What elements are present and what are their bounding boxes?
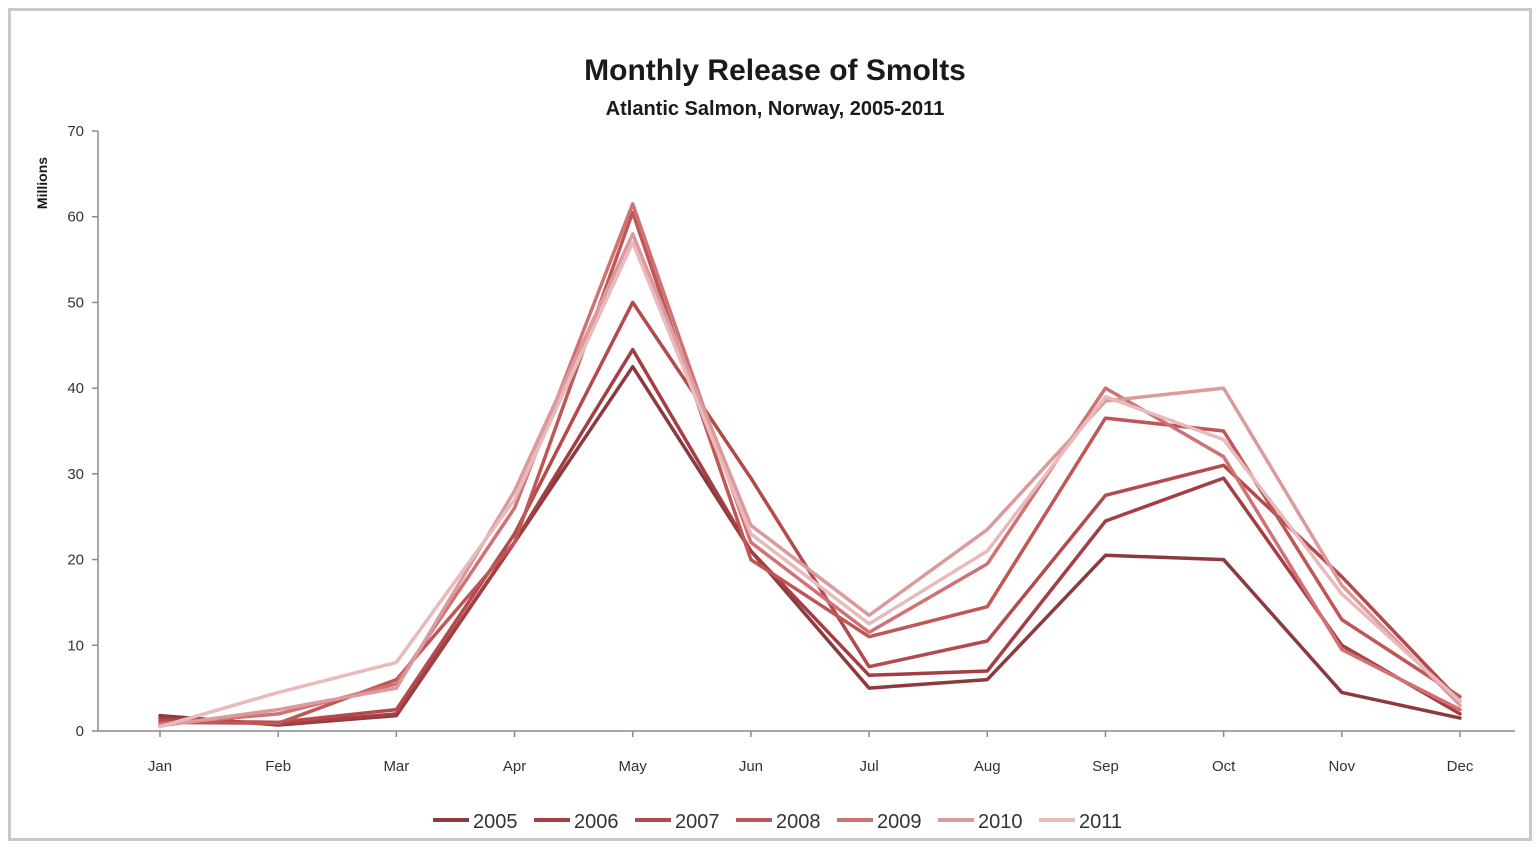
legend-label-2010: 2010 [978, 811, 1023, 833]
y-tick-label: 20 [67, 552, 84, 569]
x-tick-label: Nov [1328, 758, 1355, 775]
series-line-2010 [158, 232, 1462, 728]
chart-subtitle: Atlantic Salmon, Norway, 2005-2011 [606, 98, 945, 120]
x-tick-label: Jan [148, 758, 172, 775]
legend-label-2008: 2008 [776, 811, 821, 833]
series-line-2009 [158, 202, 1462, 726]
legend-label-2005: 2005 [473, 811, 518, 833]
y-tick-label: 10 [67, 637, 84, 654]
legend: 2005 2006 2007 2008 2009 2010 2011 [433, 811, 1122, 833]
x-tick-label: Jul [859, 758, 878, 775]
chart-title: Monthly Release of Smolts [584, 54, 966, 87]
y-tick-label: 30 [67, 466, 84, 483]
y-tick-label: 40 [67, 380, 84, 397]
series-lines [158, 202, 1462, 729]
x-tick-label: Dec [1447, 758, 1474, 775]
x-tick-label: Mar [383, 758, 409, 775]
series-line-2006 [158, 347, 1462, 726]
y-tick-label: 50 [67, 294, 84, 311]
legend-label-2007: 2007 [675, 811, 720, 833]
x-tick-label: Sep [1092, 758, 1119, 775]
series-line-2008 [158, 210, 1462, 726]
x-tick-label: Jun [739, 758, 763, 775]
axes: 0 10 20 30 40 50 60 70 Jan Feb Mar Apr May Jun Jul Aug S… [67, 123, 1515, 775]
chart-frame [8, 8, 1532, 841]
legend-label-2006: 2006 [574, 811, 619, 833]
x-tick-label: Aug [974, 758, 1001, 775]
series-line-2007 [158, 300, 1462, 725]
series-line-2011 [158, 240, 1462, 729]
legend-label-2011: 2011 [1079, 811, 1122, 833]
x-tick-label: Apr [503, 758, 526, 775]
y-axis-label: Millions [34, 157, 50, 209]
y-tick-label: 60 [67, 209, 84, 226]
y-tick-label: 70 [67, 123, 84, 140]
x-tick-label: Feb [265, 758, 291, 775]
x-tick-label: May [619, 758, 648, 775]
x-tick-label: Oct [1212, 758, 1236, 775]
legend-label-2009: 2009 [877, 811, 922, 833]
y-tick-label: 0 [76, 723, 84, 740]
